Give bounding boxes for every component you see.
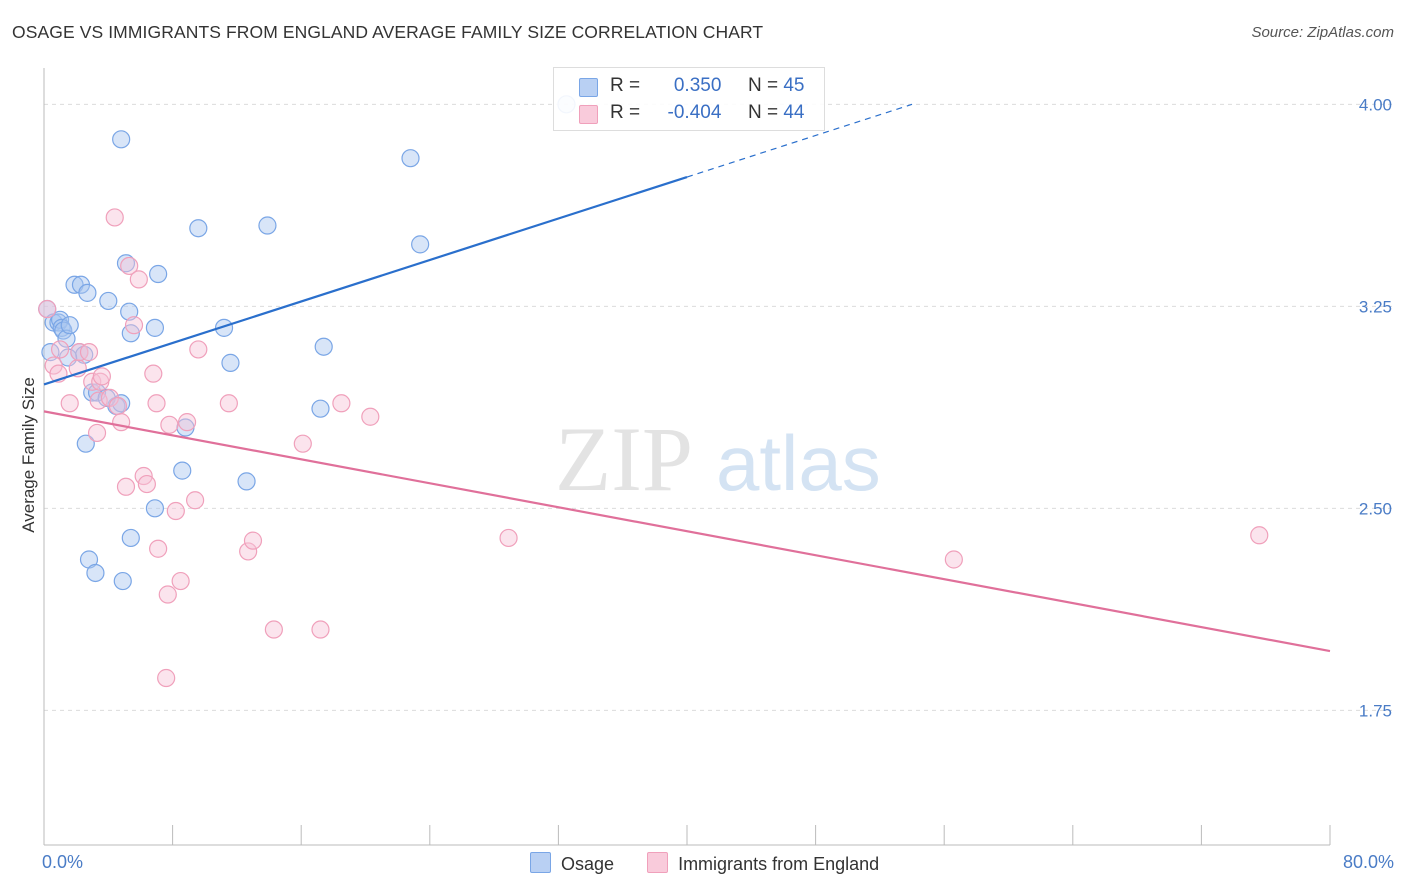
osage-point (121, 528, 140, 548)
legend-item-england[interactable]: Immigrants from England (647, 852, 879, 875)
england-point (92, 367, 111, 386)
osage-point (57, 329, 76, 348)
x-tick-label-min: 0.0% (42, 852, 84, 872)
england-point (166, 501, 185, 521)
england-point (129, 270, 148, 289)
watermark-zip: ZIP (555, 408, 693, 510)
england-point (332, 394, 351, 413)
n-value: 45 (783, 75, 805, 96)
osage-point (311, 399, 330, 418)
osage-point (237, 472, 256, 491)
osage-point (149, 264, 168, 284)
osage-point (214, 318, 234, 337)
england-point (239, 542, 258, 561)
england-trend-line (43, 410, 1331, 653)
england-point (149, 539, 168, 558)
england-point (243, 531, 263, 550)
england-point (264, 620, 283, 639)
england-point (361, 407, 380, 426)
source-label: Source: ZipAtlas.com (1251, 24, 1394, 41)
osage-point (120, 302, 139, 321)
y-tick-label: 2.50 (1359, 499, 1392, 518)
england-point (499, 528, 518, 548)
series-legend: Osage Immigrants from England (530, 852, 907, 875)
england-point (293, 434, 312, 453)
england-point (137, 474, 156, 494)
x-tick-label-max: 80.0% (1342, 852, 1394, 872)
england-point (144, 364, 163, 383)
y-tick-label: 1.75 (1359, 701, 1392, 720)
n-value: 44 (783, 102, 805, 123)
england-point (157, 668, 176, 688)
england-point (177, 413, 197, 432)
watermark: ZIP atlas (555, 408, 881, 510)
osage-point (258, 216, 277, 235)
england-point (79, 343, 99, 362)
y-tick-label: 4.00 (1359, 95, 1392, 114)
osage-legend-swatch (530, 852, 551, 873)
y-axis-label: Average Family Size (19, 377, 38, 533)
england-point (186, 491, 205, 510)
osage-point (78, 283, 97, 302)
england-point (116, 477, 136, 496)
r-label: R = (610, 102, 641, 123)
england-point (147, 394, 166, 413)
osage-point (112, 130, 131, 149)
r-value: -0.404 (667, 102, 722, 123)
r-label: R = (610, 75, 641, 96)
r-value: 0.350 (673, 75, 722, 96)
osage-point (314, 337, 333, 356)
osage-point (99, 291, 118, 311)
legend-text: R = -0.404 N = 44 (610, 102, 804, 124)
osage-swatch (579, 78, 598, 97)
watermark-atlas: atlas (716, 419, 881, 507)
england-point (120, 256, 139, 276)
osage-trend-line (43, 175, 688, 386)
england-swatch (579, 105, 598, 124)
osage-point (113, 571, 132, 591)
osage-point (221, 353, 240, 372)
osage-point (60, 316, 79, 335)
y-tick-label: 3.25 (1359, 297, 1392, 316)
england-point (311, 620, 330, 639)
england-legend-swatch (647, 852, 669, 873)
england-point (87, 423, 107, 443)
osage-point (65, 275, 84, 294)
correlation-legend: R = 0.350 N = 45 R = -0.404 N = 44 (553, 67, 825, 131)
osage-point (116, 254, 136, 273)
england-point (105, 208, 124, 227)
england-point (158, 585, 177, 604)
osage-point (411, 235, 430, 254)
england-point (124, 316, 144, 335)
england-point (219, 394, 238, 413)
england-point (89, 391, 108, 410)
england-point (60, 394, 79, 413)
legend-label-osage: Osage (561, 854, 615, 874)
osage-point (401, 149, 420, 168)
n-label: N = (747, 75, 779, 96)
england-point (1250, 526, 1269, 545)
osage-point (76, 434, 95, 453)
legend-item-osage[interactable]: Osage (530, 852, 614, 875)
england-point (50, 340, 70, 359)
osage-point (173, 461, 192, 480)
england-point (160, 415, 179, 434)
osage-point (145, 499, 165, 518)
england-point (70, 343, 89, 362)
osage-point (86, 563, 105, 583)
osage-point (145, 318, 165, 337)
chart-title: OSAGE VS IMMIGRANTS FROM ENGLAND AVERAGE… (12, 22, 764, 42)
england-point (171, 571, 190, 591)
n-label: N = (747, 102, 779, 123)
legend-text: R = 0.350 N = 45 (610, 75, 804, 97)
osage-point (189, 219, 208, 238)
england-point (944, 550, 963, 569)
legend-label-england: Immigrants from England (678, 854, 880, 874)
england-point (38, 299, 57, 319)
england-point (108, 396, 128, 416)
england-point (112, 413, 131, 432)
england-point (189, 340, 208, 359)
